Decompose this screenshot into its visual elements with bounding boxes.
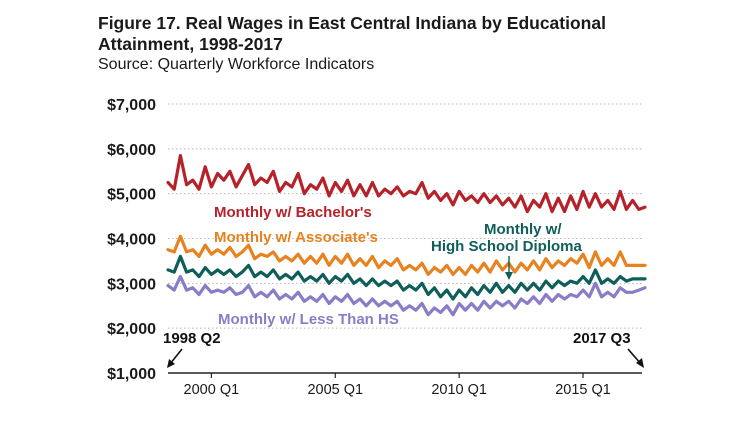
x-axis: 2000 Q1 2005 Q1 2010 Q1 2015 Q1: [168, 372, 642, 398]
x-tick-label: 2010 Q1: [431, 382, 487, 398]
y-axis-ticks: $1,000 $2,000 $3,000 $4,000 $5,000 $6,000 $7,0…: [107, 97, 156, 383]
y-tick-label: $4,000: [107, 232, 156, 249]
y-tick-label: $1,000: [107, 366, 156, 383]
y-tick-label: $7,000: [107, 97, 156, 114]
series-line-2: [166, 254, 647, 301]
label-hs-diploma-line2: High School Diploma: [431, 238, 582, 255]
series-labels: Monthly w/ Bachelor's Monthly w/ Associa…: [214, 204, 582, 328]
hs-callout-pointer-head: [505, 272, 513, 280]
annotation-start: 1998 Q2: [163, 330, 221, 347]
chart-title: Figure 17. Real Wages in East Central In…: [98, 13, 618, 55]
series-line-3: [166, 275, 647, 317]
series-line-1: [166, 234, 647, 276]
chart-title-line-1: Figure 17. Real Wages in East Central In…: [98, 13, 606, 33]
chart-source: Source: Quarterly Workforce Indicators: [98, 56, 375, 73]
annotation-start-arrowhead: [167, 359, 175, 368]
annotations: 1998 Q2 2017 Q3: [163, 256, 644, 368]
y-tick-label: $3,000: [107, 276, 156, 293]
y-tick-label: $2,000: [107, 321, 156, 338]
label-associates: Monthly w/ Associate's: [214, 229, 378, 246]
x-tick-label: 2000 Q1: [184, 382, 240, 398]
x-tick-label: 2005 Q1: [307, 382, 363, 398]
series-lines: [166, 154, 647, 317]
y-tick-label: $6,000: [107, 142, 156, 159]
label-bachelors: Monthly w/ Bachelor's: [214, 204, 372, 221]
annotation-end-arrowhead: [636, 358, 644, 368]
label-hs-diploma-line1: Monthly w/: [484, 221, 562, 238]
annotation-end: 2017 Q3: [573, 330, 631, 347]
series-line-0: [166, 154, 647, 214]
y-tick-label: $5,000: [107, 187, 156, 204]
label-less-than-hs: Monthly w/ Less Than HS: [218, 311, 399, 328]
chart-title-line-2: Attainment, 1998-2017: [98, 34, 283, 54]
x-tick-label: 2015 Q1: [555, 382, 611, 398]
